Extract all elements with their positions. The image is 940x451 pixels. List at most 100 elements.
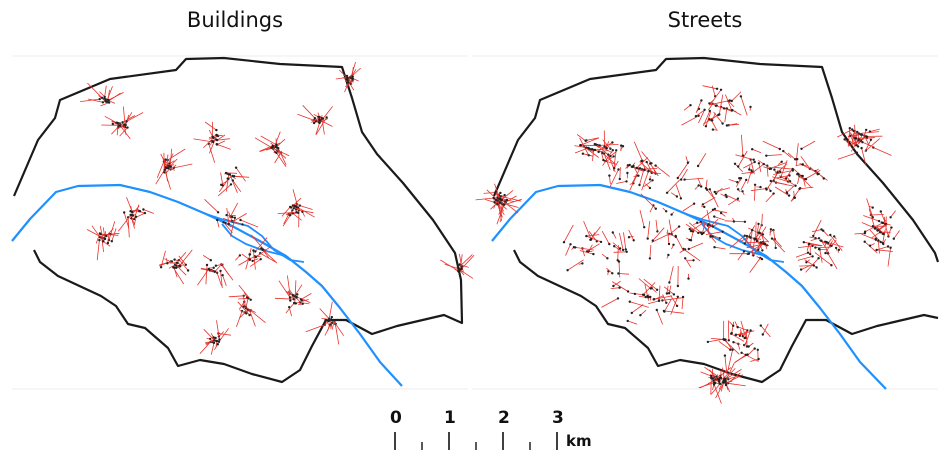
displacement-vector xyxy=(725,194,741,202)
sample-point xyxy=(882,232,885,236)
displacement-vector xyxy=(766,165,769,177)
displacement-vector xyxy=(216,143,231,150)
displacement-vector xyxy=(199,341,211,354)
sample-point xyxy=(324,318,327,322)
displacement-vector xyxy=(629,175,638,191)
sample-point xyxy=(248,253,251,256)
map-panel-streets xyxy=(472,55,940,404)
displacement-vector xyxy=(709,189,719,208)
sample-point xyxy=(608,174,611,177)
displacement-vector xyxy=(230,217,236,237)
displacement-vector xyxy=(119,125,131,140)
sample-point xyxy=(865,128,868,132)
displacement-vector xyxy=(459,269,474,279)
displacement-vector xyxy=(754,184,756,201)
displacement-vector xyxy=(877,223,886,231)
displacement-vector xyxy=(783,150,792,158)
displacement-vector xyxy=(237,301,250,316)
sample-point xyxy=(615,149,618,152)
sample-point xyxy=(761,249,764,252)
scale-bar: 0 1 2 3 km xyxy=(380,408,620,451)
displacement-vector xyxy=(275,138,286,148)
sample-point xyxy=(705,188,709,191)
displacement-vector xyxy=(831,239,837,247)
sample-point xyxy=(638,167,642,170)
displacement-vector xyxy=(688,242,704,250)
sample-point xyxy=(708,188,711,191)
displacement-vector xyxy=(862,129,867,141)
sample-point xyxy=(816,173,819,176)
displacement-vector xyxy=(715,187,723,194)
sample-point xyxy=(732,220,736,223)
displacement-vector xyxy=(99,225,104,242)
displacement-vector xyxy=(818,248,827,251)
displacement-vector xyxy=(890,210,896,218)
displacement-vector xyxy=(131,212,146,220)
sample-point xyxy=(743,242,746,245)
displacement-vector xyxy=(277,150,287,159)
displacement-vector xyxy=(220,172,224,186)
sample-point xyxy=(609,147,612,150)
sample-point xyxy=(723,354,727,357)
displacement-vector xyxy=(718,340,731,351)
sample-point xyxy=(762,162,765,166)
displacement-vector xyxy=(758,223,763,233)
sample-point xyxy=(793,196,796,199)
displacement-vector xyxy=(178,252,187,261)
sample-point xyxy=(219,269,222,273)
sample-point xyxy=(646,237,649,240)
sample-point xyxy=(874,238,877,241)
sample-point xyxy=(759,241,762,244)
sample-point xyxy=(215,143,219,146)
displacement-vector xyxy=(295,299,309,304)
displacement-vector xyxy=(647,221,651,239)
displacement-vector xyxy=(656,309,664,325)
sample-point xyxy=(746,353,749,356)
sample-point xyxy=(811,244,814,248)
displacement-vector xyxy=(501,199,519,214)
displacement-vector xyxy=(117,124,126,129)
sample-point xyxy=(769,189,772,193)
displacement-vector xyxy=(651,172,661,174)
sample-point xyxy=(617,272,620,275)
displacement-vector xyxy=(216,272,222,287)
sample-point xyxy=(505,198,509,202)
sample-point xyxy=(661,299,664,302)
sample-point xyxy=(587,154,590,157)
displacement-vector xyxy=(321,118,325,135)
displacement-vector xyxy=(796,143,799,160)
displacement-vector xyxy=(288,290,291,301)
sample-point xyxy=(649,162,652,165)
displacement-vector xyxy=(714,246,726,250)
sample-point xyxy=(102,240,105,243)
sample-point xyxy=(275,146,278,149)
displacement-vector xyxy=(797,245,813,248)
displacement-vector xyxy=(202,255,212,261)
displacement-vector xyxy=(725,94,733,111)
sample-point xyxy=(329,318,333,321)
sample-point xyxy=(672,243,675,246)
sample-point xyxy=(719,211,723,215)
displacement-vector xyxy=(100,233,119,236)
sample-point xyxy=(639,314,642,317)
sample-point xyxy=(100,96,104,100)
sample-point xyxy=(715,87,719,91)
sample-point xyxy=(873,227,877,230)
displacement-vector xyxy=(205,264,208,285)
sample-point xyxy=(753,183,757,186)
sample-point xyxy=(346,79,349,82)
displacement-vector xyxy=(667,229,670,245)
displacement-vector xyxy=(893,230,900,239)
displacement-vector xyxy=(216,140,226,145)
sample-point xyxy=(689,104,692,107)
sample-point xyxy=(760,257,764,261)
sample-point xyxy=(271,144,274,147)
sample-point xyxy=(736,197,740,200)
sample-point xyxy=(714,192,718,195)
sample-point xyxy=(655,288,659,291)
sample-point xyxy=(494,198,498,202)
sample-point xyxy=(626,319,629,323)
sample-point xyxy=(710,119,713,122)
sample-point xyxy=(727,339,730,342)
